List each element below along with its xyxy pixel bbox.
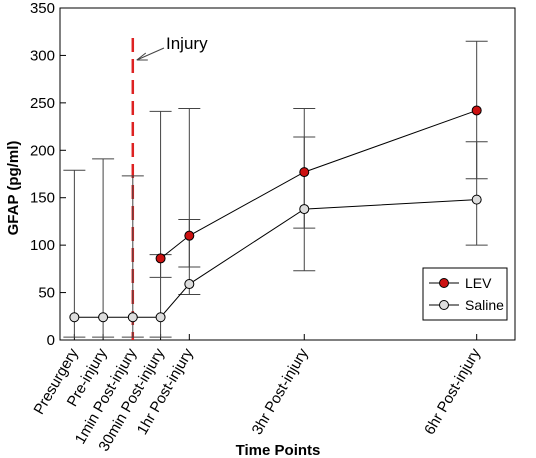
plot-frame [59, 7, 516, 341]
data-point-lev [155, 253, 166, 264]
x-axis-title: Time Points [236, 442, 321, 458]
y-axis-title: GFAP (pg/ml) [5, 141, 22, 236]
x-category-label: 6hr Post-injury [421, 345, 484, 438]
data-point-saline [299, 204, 310, 215]
series-layer [63, 40, 488, 338]
y-tick-label: 50 [38, 285, 55, 302]
data-point-saline [98, 312, 109, 323]
annotation-arrowhead [136, 52, 148, 61]
data-point-lev [471, 105, 482, 116]
y-tick-label: 300 [30, 47, 55, 64]
legend-marker [439, 278, 449, 288]
y-tick-label: 350 [30, 0, 55, 17]
data-point-saline [184, 279, 195, 290]
series-line-saline [74, 199, 477, 318]
legend-label: Saline [465, 297, 504, 313]
x-category-label: 3hr Post-injury [249, 345, 312, 438]
data-point-saline [155, 312, 166, 323]
data-point-saline [471, 194, 482, 205]
annotation-arrow [136, 47, 165, 61]
legend-label: LEV [465, 275, 492, 291]
y-tick-label: 0 [47, 332, 55, 349]
y-tick-label: 250 [30, 95, 55, 112]
y-tick-label: 200 [30, 142, 55, 159]
series-line-lev [160, 109, 477, 259]
legend-box [422, 267, 508, 321]
data-point-lev [299, 167, 310, 178]
y-tick-label: 100 [30, 237, 55, 254]
annotation-label: Injury [166, 34, 208, 53]
legend: LEV Saline [422, 267, 508, 321]
data-point-saline [127, 312, 138, 323]
data-point-saline [69, 312, 80, 323]
legend-marker [439, 300, 449, 310]
data-point-lev [184, 230, 195, 241]
y-tick-label: 150 [30, 190, 55, 207]
